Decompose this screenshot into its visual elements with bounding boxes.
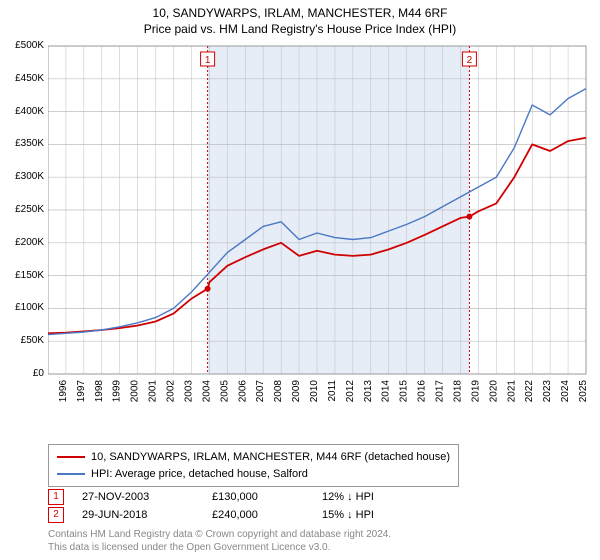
svg-text:2024: 2024 <box>560 380 571 403</box>
svg-text:1996: 1996 <box>58 380 69 403</box>
y-tick-label: £400K <box>0 106 44 117</box>
y-tick-label: £200K <box>0 237 44 248</box>
svg-text:2011: 2011 <box>327 380 338 402</box>
marker-badge: 1 <box>48 489 64 505</box>
y-tick-label: £50K <box>0 335 44 346</box>
svg-text:2016: 2016 <box>417 380 428 403</box>
tx-date: 29-JUN-2018 <box>82 509 212 521</box>
svg-text:2014: 2014 <box>381 380 392 403</box>
y-tick-label: £100K <box>0 302 44 313</box>
tx-date: 27-NOV-2003 <box>82 491 212 503</box>
tx-price: £240,000 <box>212 509 322 521</box>
svg-text:2002: 2002 <box>166 380 177 403</box>
svg-text:2015: 2015 <box>399 380 410 403</box>
svg-text:2001: 2001 <box>148 380 159 403</box>
svg-text:2004: 2004 <box>201 380 212 403</box>
svg-text:1: 1 <box>205 55 211 66</box>
svg-text:1999: 1999 <box>112 380 123 403</box>
svg-text:1997: 1997 <box>76 380 87 403</box>
table-row: 2 29-JUN-2018 £240,000 15% ↓ HPI <box>48 506 442 524</box>
legend-swatch <box>57 456 85 458</box>
svg-text:2010: 2010 <box>309 380 320 403</box>
y-tick-label: £300K <box>0 171 44 182</box>
svg-text:2021: 2021 <box>506 380 517 403</box>
svg-text:2000: 2000 <box>130 380 141 403</box>
svg-text:2018: 2018 <box>452 380 463 403</box>
tx-price: £130,000 <box>212 491 322 503</box>
svg-text:2019: 2019 <box>470 380 481 403</box>
svg-text:2012: 2012 <box>345 380 356 403</box>
svg-text:2005: 2005 <box>219 380 230 403</box>
svg-text:2023: 2023 <box>542 380 553 403</box>
title-block: 10, SANDYWARPS, IRLAM, MANCHESTER, M44 6… <box>0 0 600 36</box>
svg-text:2008: 2008 <box>273 380 284 403</box>
svg-text:2017: 2017 <box>435 380 446 403</box>
legend: 10, SANDYWARPS, IRLAM, MANCHESTER, M44 6… <box>48 444 459 487</box>
legend-label: 10, SANDYWARPS, IRLAM, MANCHESTER, M44 6… <box>91 449 450 466</box>
table-row: 1 27-NOV-2003 £130,000 12% ↓ HPI <box>48 488 442 506</box>
transaction-table: 1 27-NOV-2003 £130,000 12% ↓ HPI 2 29-JU… <box>48 488 442 524</box>
svg-text:2007: 2007 <box>255 380 266 403</box>
y-tick-label: £0 <box>0 368 44 379</box>
svg-text:2025: 2025 <box>578 380 588 403</box>
svg-text:1998: 1998 <box>94 380 105 403</box>
y-tick-label: £350K <box>0 138 44 149</box>
svg-text:2: 2 <box>467 55 473 66</box>
chart-title: 10, SANDYWARPS, IRLAM, MANCHESTER, M44 6… <box>0 6 600 20</box>
chart-container: 10, SANDYWARPS, IRLAM, MANCHESTER, M44 6… <box>0 0 600 560</box>
legend-swatch <box>57 473 85 475</box>
y-tick-label: £500K <box>0 40 44 51</box>
svg-text:2020: 2020 <box>488 380 499 403</box>
y-tick-label: £450K <box>0 73 44 84</box>
footer-line: Contains HM Land Registry data © Crown c… <box>48 528 391 541</box>
legend-label: HPI: Average price, detached house, Salf… <box>91 466 308 483</box>
svg-text:2013: 2013 <box>363 380 374 403</box>
chart-subtitle: Price paid vs. HM Land Registry's House … <box>0 22 600 36</box>
svg-text:2003: 2003 <box>183 380 194 403</box>
svg-text:2022: 2022 <box>524 380 535 403</box>
svg-text:1995: 1995 <box>48 380 51 403</box>
tx-delta: 12% ↓ HPI <box>322 491 442 503</box>
y-tick-label: £250K <box>0 204 44 215</box>
legend-item: 10, SANDYWARPS, IRLAM, MANCHESTER, M44 6… <box>57 449 450 466</box>
svg-text:2006: 2006 <box>237 380 248 403</box>
footer-line: This data is licensed under the Open Gov… <box>48 541 391 554</box>
footer-attribution: Contains HM Land Registry data © Crown c… <box>48 528 391 554</box>
tx-delta: 15% ↓ HPI <box>322 509 442 521</box>
svg-text:2009: 2009 <box>291 380 302 403</box>
y-tick-label: £150K <box>0 270 44 281</box>
line-chart: 1 2 1995 1996 1997 1998 1999 2000 2001 2002 2003 20… <box>48 44 588 414</box>
legend-item: HPI: Average price, detached house, Salf… <box>57 466 450 483</box>
marker-badge: 2 <box>48 507 64 523</box>
